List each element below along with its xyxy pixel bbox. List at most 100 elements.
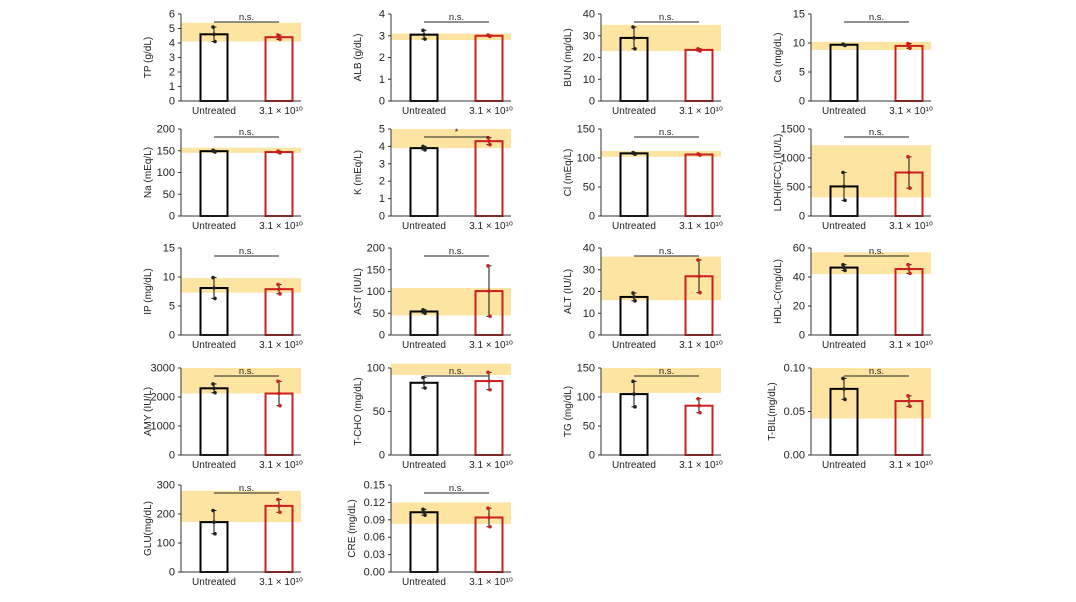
y-tick-label: 20 <box>583 286 595 298</box>
data-point <box>276 497 280 502</box>
y-tick-label: 1 <box>379 193 385 205</box>
data-point <box>843 198 847 203</box>
data-point <box>212 386 216 391</box>
chart-panel-1: 0 1 2 3 4 5 6 TP (g/dL) Untreated 3.1 × 10¹⁰ n.s. <box>143 9 303 118</box>
y-tick-label: 20 <box>583 52 595 64</box>
y-axis-title: LDH(IFCC) (IU/L) <box>773 134 784 212</box>
category-label: Untreated <box>822 460 866 471</box>
y-axis-title: ALT (IU/L) <box>563 269 574 314</box>
significance-label: n.s. <box>239 366 254 377</box>
y-tick-label: 200 <box>157 124 175 136</box>
data-point <box>486 370 490 375</box>
y-tick-label: 1000 <box>151 421 175 433</box>
significance-label: n.s. <box>659 246 674 257</box>
data-point <box>841 262 845 267</box>
y-tick-label: 10 <box>583 74 595 86</box>
significance-label: n.s. <box>659 127 674 138</box>
data-point <box>211 382 215 386</box>
data-point <box>843 397 847 402</box>
y-tick-label: 2000 <box>151 392 175 404</box>
y-axis-title: TG (mg/dL) <box>563 386 574 437</box>
chart-panel-7: 0 50 100 150 Cl (mEq/L) Untreated 3.1 × 10¹⁰ n.… <box>563 124 723 233</box>
y-tick-label: 0 <box>799 330 805 342</box>
data-point <box>907 267 911 271</box>
y-tick-label: 200 <box>367 243 385 255</box>
y-tick-label: 4 <box>169 38 175 50</box>
bar-treated <box>474 380 504 456</box>
data-point <box>276 282 280 287</box>
y-axis-title: TP (g/dL) <box>143 37 154 79</box>
category-label: 3.1 × 10¹⁰ <box>469 221 513 232</box>
y-tick-label: 100 <box>577 153 595 165</box>
category-label: Untreated <box>402 460 446 471</box>
reference-range-band <box>391 129 511 149</box>
data-point <box>632 392 636 396</box>
significance-label: n.s. <box>659 12 674 23</box>
y-tick-label: 0.00 <box>784 450 805 462</box>
chart-panel-12: 0 20 40 60 HDL-C(mg/dL) Untreated 3.1 × 10¹⁰ n.… <box>773 243 933 352</box>
data-point <box>906 262 910 267</box>
category-label: Untreated <box>822 106 866 117</box>
y-tick-label: 150 <box>577 124 595 136</box>
y-tick-label: 0.06 <box>364 532 385 544</box>
y-tick-label: 10 <box>793 38 805 50</box>
data-point <box>907 170 911 175</box>
y-tick-label: 300 <box>157 480 175 492</box>
category-label: 3.1 × 10¹⁰ <box>469 106 513 117</box>
category-label: 3.1 × 10¹⁰ <box>259 460 303 471</box>
bar-untreated <box>199 387 229 456</box>
significance-label: n.s. <box>239 246 254 257</box>
y-tick-label: 2 <box>169 67 175 79</box>
y-axis-title: Ca (mg/dL) <box>773 32 784 82</box>
significance-label: n.s. <box>449 483 464 494</box>
category-label: 3.1 × 10¹⁰ <box>469 460 513 471</box>
data-point <box>213 150 217 154</box>
data-point <box>697 274 701 279</box>
data-point <box>421 507 425 512</box>
y-tick-label: 40 <box>583 9 595 21</box>
reference-range-band <box>391 288 511 316</box>
y-tick-label: 100 <box>367 286 385 298</box>
data-point <box>211 25 215 29</box>
data-point <box>213 296 217 301</box>
category-label: 3.1 × 10¹⁰ <box>259 221 303 232</box>
category-label: Untreated <box>612 460 656 471</box>
significance-label: n.s. <box>239 127 254 138</box>
data-point <box>698 290 702 295</box>
y-tick-label: 5 <box>169 23 175 35</box>
y-tick-label: 0 <box>169 450 175 462</box>
data-point <box>632 295 636 299</box>
bar-treated <box>474 34 504 102</box>
y-tick-label: 50 <box>373 406 385 418</box>
y-tick-label: 50 <box>583 421 595 433</box>
data-point <box>423 386 427 390</box>
data-point <box>487 515 491 520</box>
y-tick-label: 30 <box>583 264 595 276</box>
significance-label: n.s. <box>239 12 254 23</box>
y-axis-title: T-BIL(mg/dL) <box>767 382 778 440</box>
data-point <box>631 379 635 384</box>
y-tick-label: 1 <box>379 74 385 86</box>
y-tick-label: 0.15 <box>364 480 385 492</box>
y-tick-label: 10 <box>163 272 175 284</box>
data-point <box>633 405 637 409</box>
y-tick-label: 20 <box>793 301 805 313</box>
y-tick-label: 0 <box>169 567 175 579</box>
bar-treated <box>684 48 714 102</box>
data-point <box>841 170 845 175</box>
y-tick-label: 0.03 <box>364 549 385 561</box>
category-label: Untreated <box>402 577 446 588</box>
bar-untreated <box>199 33 229 102</box>
data-point <box>633 299 637 303</box>
data-point <box>697 403 701 408</box>
data-point <box>908 404 912 409</box>
chart-panel-2: 0 1 2 3 4 ALB (g/dL) Untreated 3.1 × 10¹⁰ n.s. <box>353 9 513 118</box>
chart-panel-6: 0 1 2 3 4 5 K (mEq/L) Untreated 3.1 × 10¹⁰ * <box>353 124 513 233</box>
data-point <box>212 520 216 524</box>
y-tick-label: 2 <box>379 176 385 188</box>
y-tick-label: 0 <box>799 96 805 108</box>
y-tick-label: 150 <box>367 264 385 276</box>
category-label: 3.1 × 10¹⁰ <box>889 460 933 471</box>
